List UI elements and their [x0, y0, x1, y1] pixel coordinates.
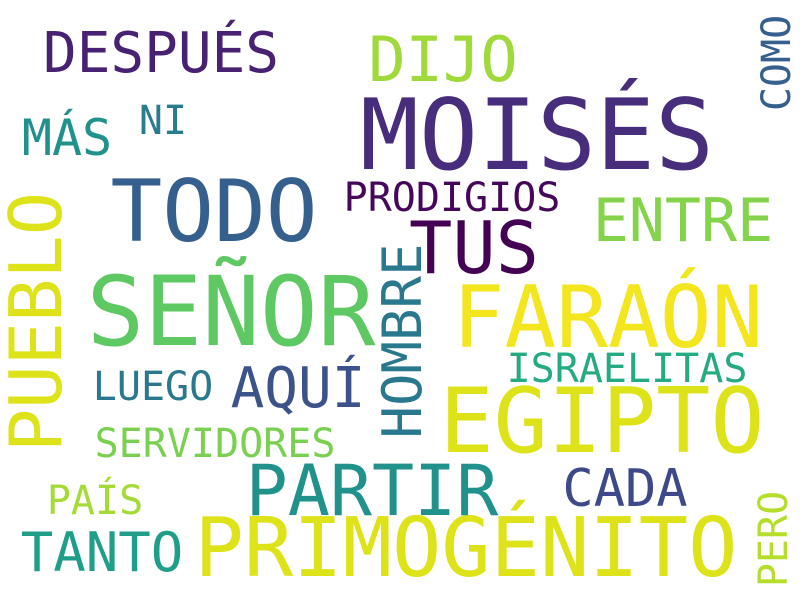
- word-moises: MOISÉS: [359, 79, 715, 193]
- word-pueblo: PUEBLO: [0, 191, 78, 453]
- word-prodigios: PRODIGIOS: [343, 175, 561, 221]
- word-faraon: FARAÓN: [452, 268, 764, 368]
- word-partir: PARTIR: [245, 450, 499, 532]
- word-hombre: HOMBRE: [371, 243, 434, 439]
- word-cada: CADA: [562, 459, 688, 519]
- word-israelitas: ISRAELITAS: [506, 346, 748, 392]
- word-tanto: TANTO: [20, 521, 184, 584]
- word-senor: SEÑOR: [86, 256, 376, 368]
- word-despues: DESPUÉS: [42, 21, 280, 86]
- word-servidores: SERVIDORES: [94, 421, 336, 467]
- word-ni: NI: [138, 98, 188, 144]
- word-entre: ENTRE: [592, 186, 774, 256]
- word-pais: PAÍS: [46, 478, 144, 524]
- word-luego: LUEGO: [92, 364, 214, 410]
- word-dijo: DIJO: [368, 23, 518, 96]
- word-como: COMO: [754, 14, 800, 112]
- word-pero: PERO: [751, 490, 797, 588]
- word-primogenito: PRIMOGÉNITO: [194, 501, 738, 596]
- word-todo: TODO: [110, 162, 318, 262]
- word-tus: TUS: [408, 206, 540, 290]
- word-aqui: AQUÍ: [230, 356, 366, 421]
- word-mas: MÁS: [21, 109, 113, 167]
- word-egipto: EGIPTO: [439, 369, 765, 474]
